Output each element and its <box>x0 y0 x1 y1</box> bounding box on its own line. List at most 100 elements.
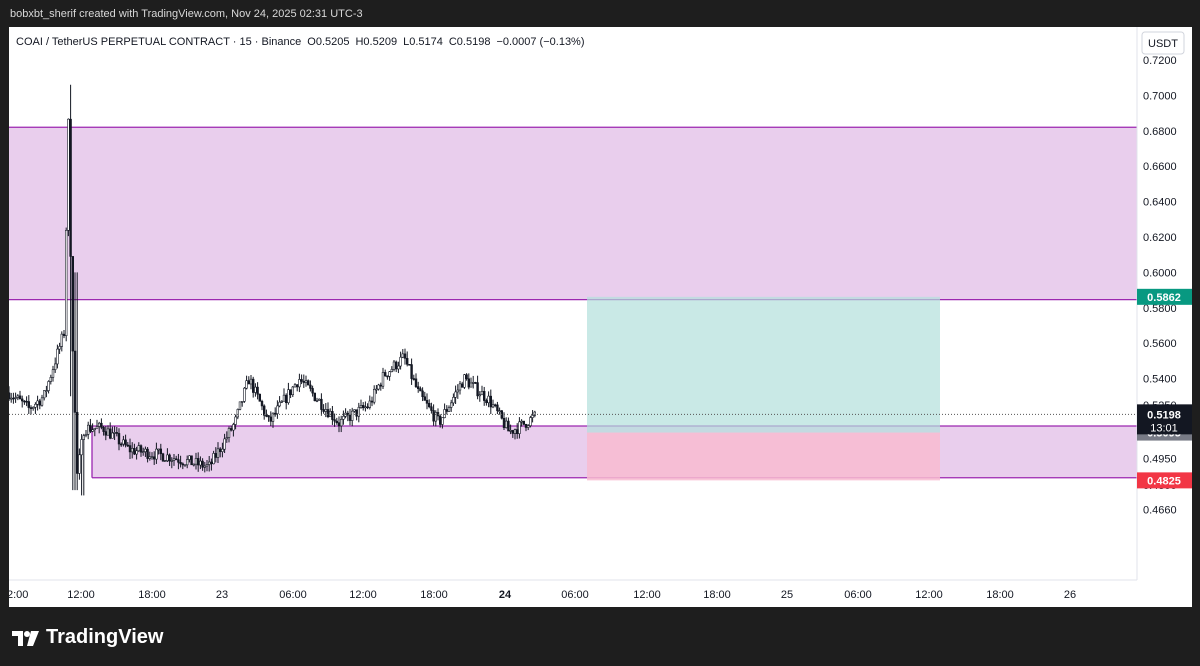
x-tick-label: 2:00 <box>9 589 28 601</box>
candle-body <box>69 118 72 257</box>
candle-body <box>315 400 319 402</box>
attribution-bar: bobxbt_sherif created with TradingView.c… <box>0 0 1200 28</box>
candle-body <box>113 432 116 434</box>
candle-body <box>383 372 387 377</box>
candle-body <box>302 381 305 383</box>
candle-body <box>463 374 466 388</box>
candle-body <box>51 369 55 378</box>
candle-body <box>445 409 448 412</box>
candle-body <box>331 411 334 420</box>
candle-body <box>201 460 204 468</box>
ohlc-change: −0.0007 (−0.13%) <box>496 36 584 48</box>
x-tick-label: 23 <box>216 589 228 601</box>
candle-body <box>49 377 53 382</box>
x-tick-label: 06:00 <box>561 589 589 601</box>
candle-body <box>73 350 77 413</box>
candle-body <box>364 406 367 409</box>
candle-body <box>31 406 35 409</box>
x-tick-label: 12:00 <box>67 589 95 601</box>
candle-body <box>456 389 459 393</box>
candle-body <box>106 428 110 436</box>
candle-body <box>342 415 345 420</box>
candle-body <box>326 409 330 418</box>
candle-body <box>427 403 431 408</box>
candle-body <box>38 400 41 406</box>
candle-body <box>522 420 526 425</box>
candle-body <box>372 388 376 403</box>
candle-body <box>21 398 24 402</box>
candle-body <box>421 390 424 398</box>
candle-body <box>111 432 114 439</box>
candle-body <box>120 443 123 446</box>
candle-body <box>335 420 338 423</box>
candle-body <box>306 380 310 386</box>
candle-body <box>496 404 499 412</box>
candle-body <box>137 445 140 452</box>
candle-body <box>317 398 321 401</box>
candle-body <box>449 402 453 408</box>
candle-body <box>18 395 22 400</box>
candle-body <box>100 422 103 428</box>
candle-body <box>192 463 195 466</box>
candle-body <box>7 392 11 400</box>
candle-body <box>249 378 253 385</box>
candle-body <box>183 464 187 467</box>
candle-body <box>276 405 279 414</box>
candle-body <box>529 417 532 426</box>
candle-body <box>60 333 64 347</box>
x-tick-label: 18:00 <box>138 589 166 601</box>
candle-body <box>467 378 470 388</box>
candle-body <box>87 424 90 435</box>
candle-body <box>520 420 523 423</box>
y-tick-label: 0.6800 <box>1143 126 1177 138</box>
candle-body <box>265 415 268 417</box>
y-tick-label: 0.7200 <box>1143 55 1177 67</box>
candle-body <box>80 439 83 456</box>
y-tick-label: 0.6000 <box>1143 267 1177 279</box>
candle-body <box>47 381 50 391</box>
x-tick-label: 06:00 <box>844 589 872 601</box>
candle-body <box>489 395 492 408</box>
candle-body <box>252 378 255 393</box>
candle-body <box>533 411 537 416</box>
candle-body <box>186 459 189 466</box>
candle-body <box>405 358 409 365</box>
current-price-label: 0.5198 <box>1147 409 1181 421</box>
candle-body <box>241 401 244 403</box>
candle-body <box>359 405 363 408</box>
candle-body <box>148 456 151 459</box>
candle-body <box>280 400 283 403</box>
candle-body <box>45 390 48 392</box>
candle-body <box>254 386 257 393</box>
candle-body <box>234 416 237 425</box>
tradingview-logo[interactable]: TradingView <box>12 626 163 649</box>
y-tick-label: 0.5400 <box>1143 374 1177 386</box>
candle-body <box>172 458 176 461</box>
candle-body <box>144 448 147 452</box>
candle-body <box>25 400 28 403</box>
y-tick-label: 0.5800 <box>1143 303 1177 315</box>
candle-body <box>115 432 119 434</box>
candle-body <box>177 459 180 463</box>
chart-panel[interactable]: 0.7200 0.7000 0.6800 0.6600 0.6400 0.6200 0.60… <box>7 27 1192 607</box>
candle-body <box>509 430 512 432</box>
candle-body <box>56 348 59 365</box>
price-chart[interactable]: 0.7200 0.7000 0.6800 0.6600 0.6400 0.6200 0.60… <box>7 27 1192 607</box>
candle-body <box>487 395 490 404</box>
candle-body <box>423 396 426 401</box>
candle-body <box>482 391 486 401</box>
candle-body <box>309 384 312 389</box>
candle-body <box>322 409 325 412</box>
candle-body <box>227 428 231 438</box>
candle-body <box>98 422 101 427</box>
candle-body <box>471 382 475 384</box>
candle-body <box>366 406 369 409</box>
candle-body <box>117 433 121 445</box>
currency-button[interactable] <box>1141 31 1185 55</box>
candle-body <box>333 419 336 422</box>
candle-body <box>104 431 108 436</box>
y-tick-label: 0.4660 <box>1143 505 1177 517</box>
bar-countdown-label: 13:01 <box>1150 422 1178 434</box>
candle-body <box>76 412 79 474</box>
candle-body <box>93 427 97 431</box>
